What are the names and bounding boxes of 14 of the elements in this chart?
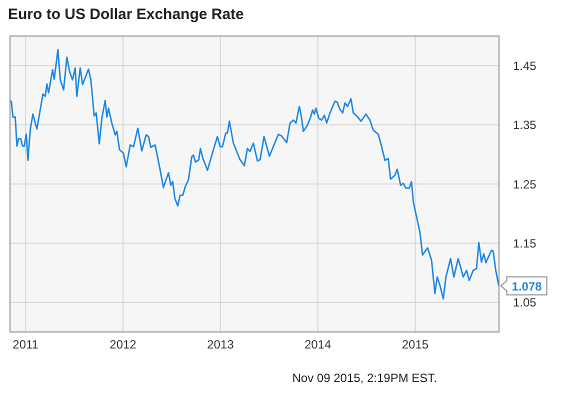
line-series [10, 48, 499, 300]
data-label: 1.078 [512, 279, 542, 294]
y-tick-label: 1.25 [513, 177, 537, 192]
x-tick-label: 2013 [207, 338, 234, 352]
x-tick-label: 2011 [12, 338, 39, 352]
chart-title: Euro to US Dollar Exchange Rate [8, 6, 244, 23]
y-tick-label: 1.35 [513, 118, 537, 132]
y-tick-label: 1.05 [513, 296, 537, 310]
text: Nov 09 2015, 2:19PM EST. [292, 371, 437, 385]
x-tick-label: 2015 [402, 338, 429, 352]
y-tick-label: 1.15 [513, 236, 537, 250]
y-tick-label: 1.45 [513, 58, 537, 73]
x-tick-label: 2012 [110, 338, 137, 352]
x-tick-label: 2014 [304, 338, 332, 352]
